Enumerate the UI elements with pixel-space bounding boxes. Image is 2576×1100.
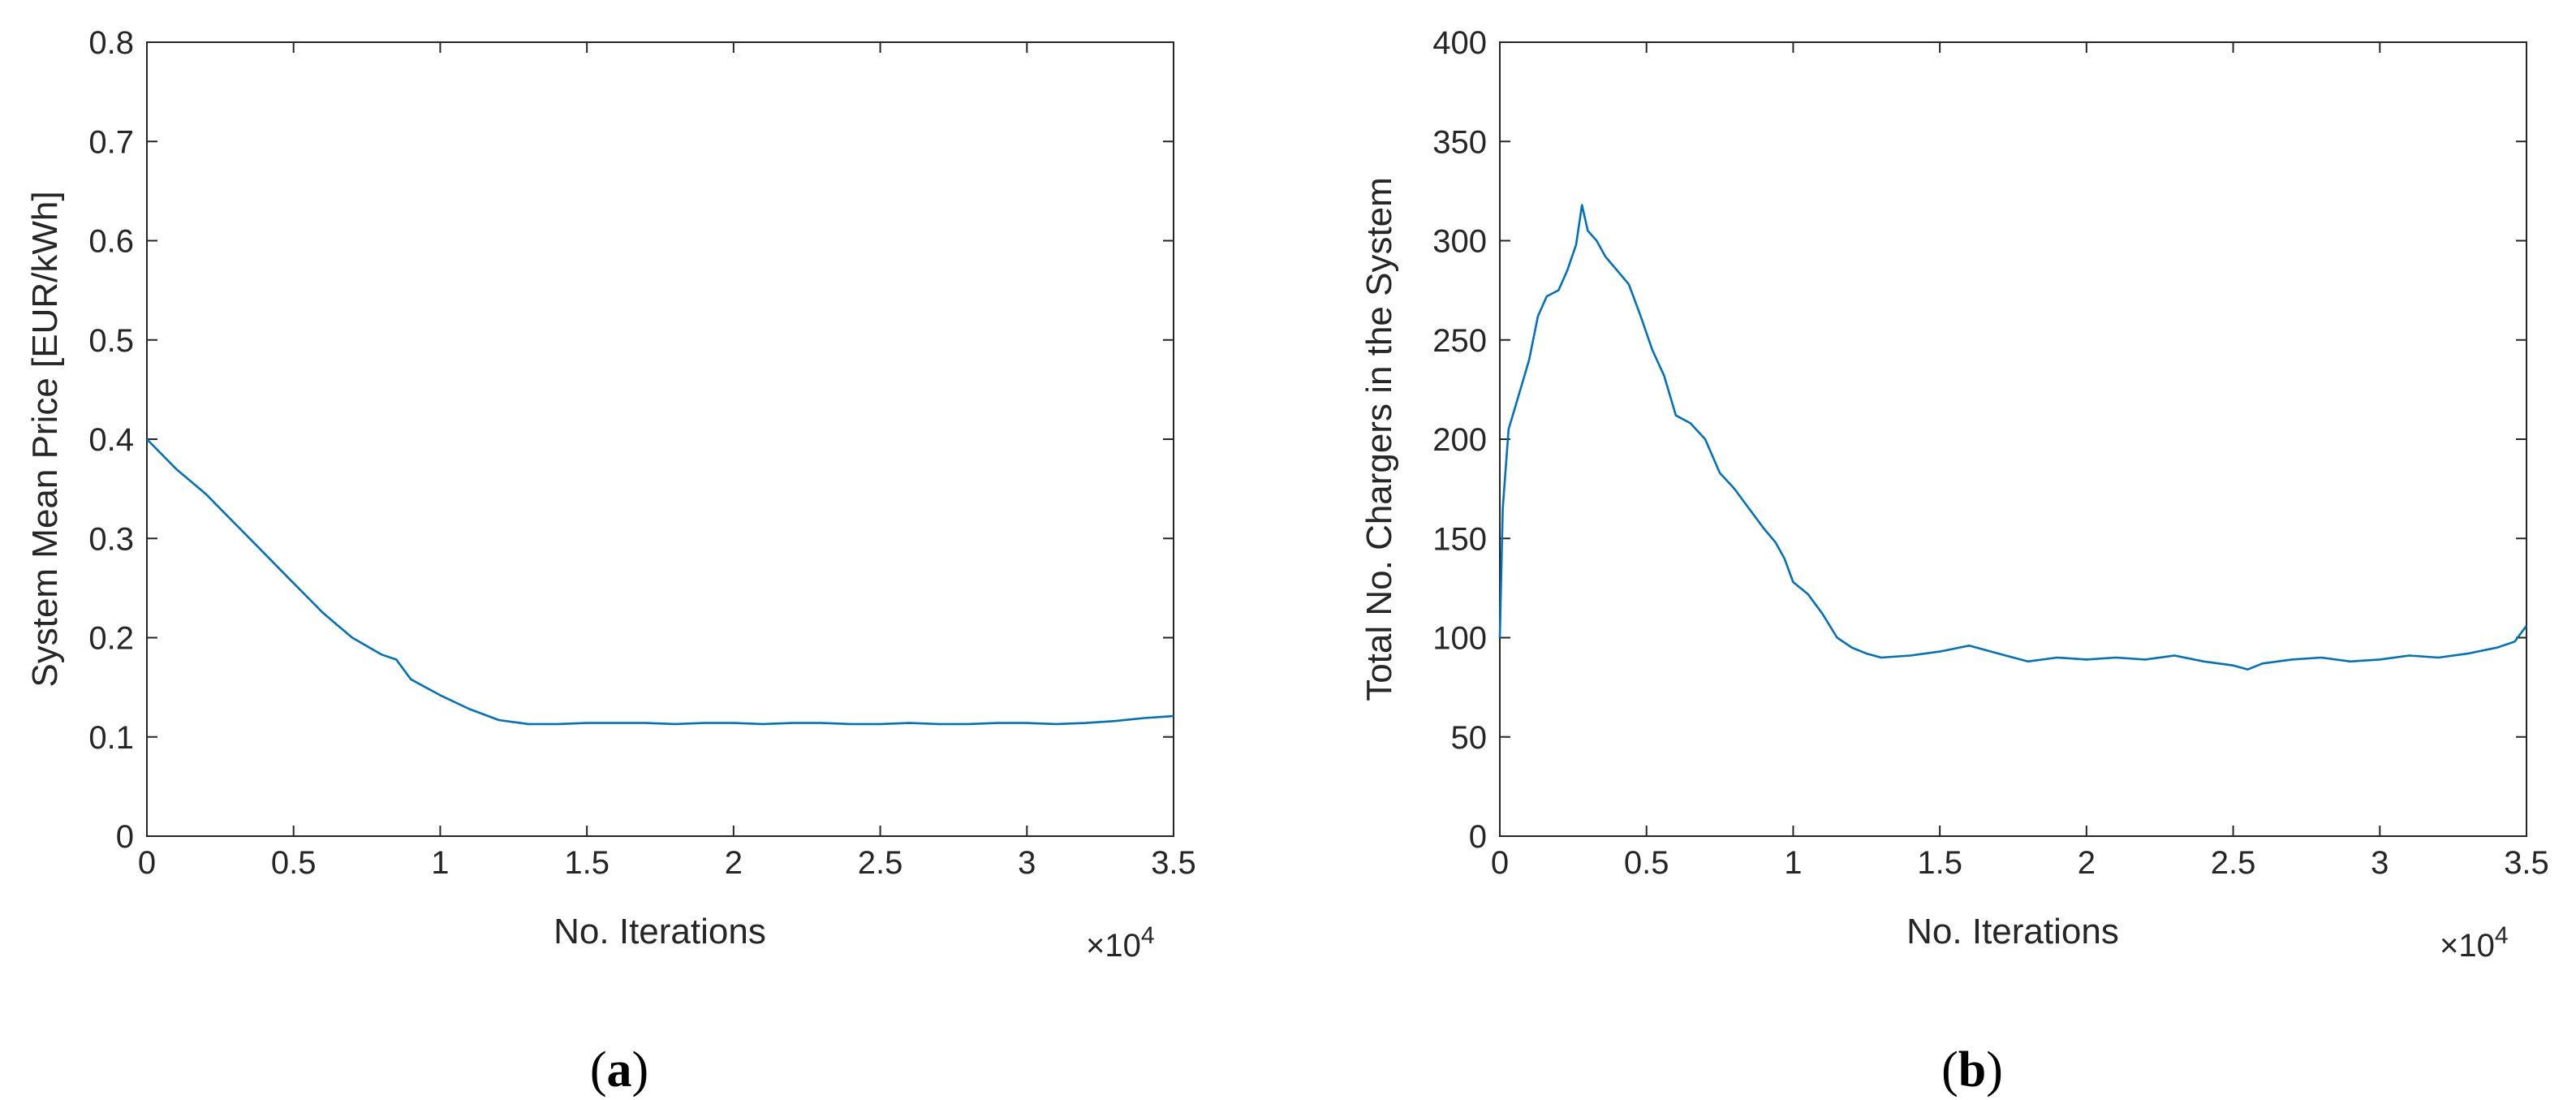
x-tick-label-b: 3.5 [2504,845,2549,881]
y-tick-label-a: 0.2 [88,621,134,657]
panel-label-b: (b) [1941,1042,2003,1098]
y-tick-label-a: 0.8 [88,25,134,61]
y-tick-label-b: 400 [1432,25,1487,61]
axes-frame-b [1499,41,2527,837]
y-tick-label-b: 350 [1432,124,1487,160]
x-tick-labels-a: 0 0.5 1 1.5 2 2.5 3 3.5 [138,845,1196,881]
y-tick-label-a: 0.4 [88,422,134,458]
y-tick-labels-b: 0 50 100 150 200 250 300 350 400 [1432,25,1487,855]
y-tick-label-b: 50 [1451,720,1488,756]
y-tick-label-a: 0.5 [88,323,134,359]
panel-label-a: (a) [590,1042,648,1098]
x-tick-label-a: 1.5 [564,845,610,881]
y-tick-label-b: 250 [1432,323,1487,359]
x-multiplier-a: ×104 [1086,922,1155,964]
y-tick-label-a: 0.6 [88,224,134,260]
axis-ticks-a [146,41,1174,837]
y-tick-label-a: 0 [116,819,134,855]
y-tick-labels-a: 0 0.1 0.2 0.3 0.4 0.5 0.6 0.7 0.8 [88,25,134,855]
y-tick-label-b: 200 [1432,422,1487,458]
x-tick-label-a: 2 [725,845,743,881]
plot-area-b [1498,204,2528,671]
x-tick-label-b: 3 [2371,845,2389,881]
x-tick-label-a: 0 [138,845,156,881]
x-tick-labels-b: 0 0.5 1 1.5 2 2.5 3 3.5 [1491,845,2549,881]
y-tick-label-a: 0.7 [88,124,134,160]
plot-area-a [146,438,1174,726]
chart-panel-b: 0 0.5 1 1.5 2 2.5 3 3.5 0 50 100 150 200 250 300 350 40… [1359,25,2549,1098]
x-axis-label-a: No. Iterations [554,912,766,951]
x-axis-label-b: No. Iterations [1906,912,2119,951]
x-tick-label-b: 1 [1784,845,1802,881]
x-tick-label-a: 3.5 [1151,845,1196,881]
y-tick-label-b: 300 [1432,224,1487,260]
data-line-b [1498,204,2528,671]
x-tick-label-b: 1.5 [1917,845,1962,881]
x-tick-label-b: 0.5 [1624,845,1669,881]
x-tick-label-a: 3 [1018,845,1036,881]
x-tick-label-b: 0 [1491,845,1509,881]
x-multiplier-b: ×104 [2440,922,2509,964]
y-axis-label-b: Total No. Chargers in the System [1359,177,1399,701]
axis-ticks-b [1499,41,2527,837]
y-tick-label-b: 100 [1432,621,1487,657]
y-tick-label-a: 0.1 [88,720,134,756]
x-tick-label-b: 2.5 [2211,845,2256,881]
x-tick-label-a: 1 [431,845,449,881]
chart-panel-a: 0 0.5 1 1.5 2 2.5 3 3.5 00.10.20.30.40.50.60.70… [25,25,1196,1098]
y-tick-label-a: 0.3 [88,521,134,557]
axes-frame-a [146,41,1174,837]
x-tick-label-b: 2 [2078,845,2096,881]
y-tick-label-b: 150 [1432,521,1487,557]
y-tick-label-b: 0 [1469,819,1487,855]
x-tick-label-a: 2.5 [858,845,903,881]
data-line-a [146,438,1174,726]
y-axis-label-a: System Mean Price [EUR/kWh] [25,191,65,687]
x-tick-label-a: 0.5 [271,845,317,881]
